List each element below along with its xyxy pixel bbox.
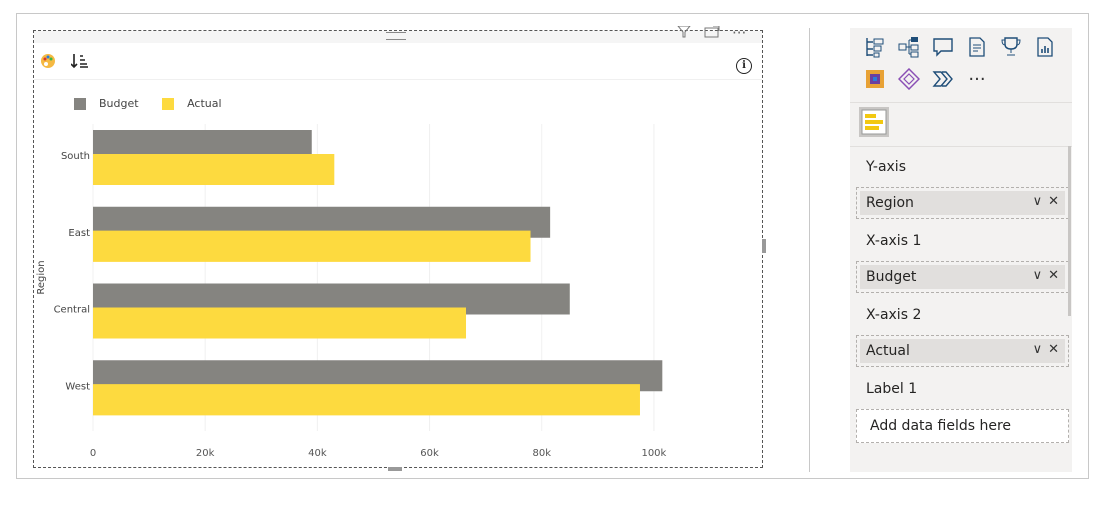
legend-item-budget[interactable]: Budget [74,97,139,110]
report-canvas-frame [16,13,1089,479]
bar-chart-visual[interactable]: ··· i Budget Actual 0 20k 40k 60k 80k 100k Sou… [33,25,766,471]
more-options-icon[interactable]: ··· [732,24,747,42]
bar-actual-front-east [93,230,531,262]
legend-swatch-actual [162,97,175,110]
legend-item-actual[interactable]: Actual [162,97,222,110]
y-axis-title: Region [36,260,47,294]
chart-legend: Budget Actual [74,97,242,113]
bar-actual-front-west [93,384,640,416]
remove-field-icon[interactable]: ✕ [1048,342,1059,357]
chevron-down-icon[interactable]: ∨ [1032,194,1043,209]
x-axis-2-well[interactable]: Actual ∨ ✕ [856,335,1069,367]
x-tick-label: 100k [641,448,666,459]
bar-actual-front-south [93,154,335,185]
y-axis-well[interactable]: Region ∨ ✕ [856,187,1069,219]
resize-handle-bottom[interactable] [388,467,402,471]
remove-field-icon[interactable]: ✕ [1048,194,1059,209]
power-automate-icon[interactable] [930,66,956,92]
paginated-report-icon[interactable] [1032,34,1058,60]
legend-label-actual: Actual [187,97,222,110]
bar-chart-plot: 0 20k 40k 60k 80k 100k South East Central West Reg… [36,124,667,459]
x-tick-label: 20k [196,448,215,459]
bar-actual-front-central [93,307,467,339]
palette-icon[interactable] [40,54,61,73]
smart-narrative-icon[interactable] [964,34,990,60]
chevron-down-icon[interactable]: ∨ [1032,268,1043,283]
filter-icon[interactable] [676,25,692,41]
field-wells: Y-axis Region ∨ ✕ X-axis 1 Budget ∨ ✕ X-ax… [850,146,1072,443]
remove-field-icon[interactable]: ✕ [1048,268,1059,283]
resize-handle-right[interactable] [762,239,766,253]
y-tick-label: Central [54,305,90,316]
more-visuals-icon[interactable]: ··· [968,68,986,90]
y-tick-label: West [65,381,90,392]
x-axis-2-field[interactable]: Actual ∨ ✕ [860,339,1065,363]
chevron-down-icon[interactable]: ∨ [1032,342,1043,357]
pane-divider [809,28,810,472]
label-1-well-label: Label 1 [866,381,918,397]
pane-scrollbar[interactable] [1068,146,1071,316]
x-axis-1-field[interactable]: Budget ∨ ✕ [860,265,1065,289]
visual-header: ··· [34,25,762,43]
label-1-drop-zone[interactable]: Add data fields here [856,409,1069,443]
legend-swatch-budget [74,97,86,110]
decomposition-tree-icon[interactable] [896,34,922,60]
y-tick-label: South [61,151,90,162]
focus-mode-icon[interactable] [704,25,720,41]
gallery-divider [850,102,1072,103]
visualizations-pane: ··· Y-axis Region ∨ ✕ X-axis 1 Budget ∨ ✕ … [850,28,1072,472]
x-axis-2-field-name: Actual [866,343,910,359]
y-axis-field[interactable]: Region ∨ ✕ [860,191,1065,215]
visual-gallery: ··· [862,34,1072,98]
matrix-tree-icon[interactable] [862,34,888,60]
x-axis-2-well-label: X-axis 2 [866,307,922,323]
x-tick-label: 60k [420,448,439,459]
x-tick-label: 80k [532,448,551,459]
power-apps-icon[interactable] [862,66,888,92]
y-axis-field-name: Region [866,195,914,211]
y-axis-well-label: Y-axis [866,159,906,175]
toolbar-divider [34,79,762,80]
x-axis-1-field-name: Budget [866,269,917,285]
info-icon[interactable]: i [736,58,752,74]
qa-icon[interactable] [930,34,956,60]
legend-label-budget: Budget [99,97,139,110]
x-axis-1-well[interactable]: Budget ∨ ✕ [856,261,1069,293]
x-axis-1-well-label: X-axis 1 [866,233,922,249]
drag-handle[interactable] [386,32,406,40]
visual-toolbar [40,53,89,73]
x-tick-label: 40k [308,448,327,459]
selected-visual-icon[interactable] [859,107,889,137]
x-tick-label: 0 [90,448,96,459]
goals-icon[interactable] [998,34,1024,60]
y-tick-label: East [68,228,90,239]
sort-descending-icon[interactable] [70,54,89,73]
diamond-visual-icon[interactable] [896,66,922,92]
